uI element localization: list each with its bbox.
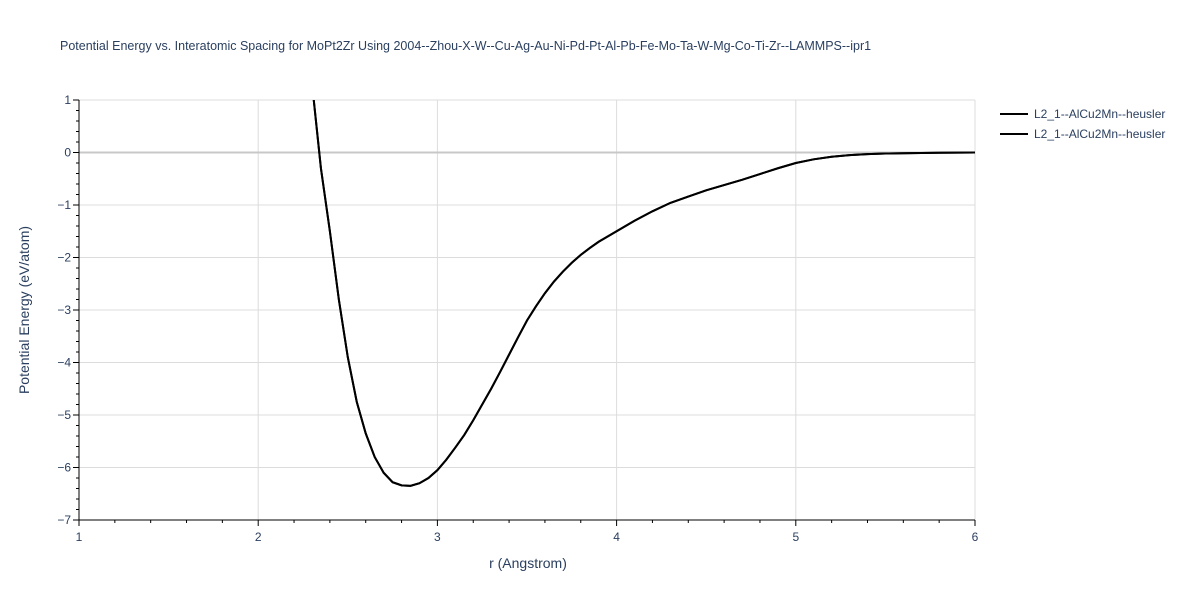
x-tick-label: 4: [613, 530, 620, 544]
y-tick-label: −3: [57, 303, 71, 317]
y-tick-label: −2: [57, 251, 71, 265]
legend-item[interactable]: L2_1--AlCu2Mn--heusler: [1000, 127, 1165, 141]
series-line-2: [312, 100, 975, 487]
series-lines: [312, 100, 975, 487]
x-tick-label: 6: [972, 530, 979, 544]
grid-lines: [79, 99, 976, 520]
y-axis-title: Potential Energy (eV/atom): [16, 226, 32, 394]
y-tick-label: −5: [57, 408, 71, 422]
y-tick-label: −1: [57, 198, 71, 212]
y-tick-label: −4: [57, 356, 71, 370]
y-tick-label: 0: [64, 146, 71, 160]
y-tick-labels: 1 0 −1 −2 −3 −4 −5 −6 −7: [57, 93, 71, 527]
x-axis-title: r (Angstrom): [489, 555, 567, 571]
legend-label: L2_1--AlCu2Mn--heusler: [1034, 107, 1165, 121]
x-tick-labels: 1 2 3 4 5 6: [76, 530, 979, 544]
x-tick-label: 2: [255, 530, 262, 544]
y-tick-label: −7: [57, 513, 71, 527]
x-tick-label: 5: [792, 530, 799, 544]
chart-title: Potential Energy vs. Interatomic Spacing…: [60, 39, 871, 53]
legend-item[interactable]: L2_1--AlCu2Mn--heusler: [1000, 107, 1165, 121]
series-line-1: [312, 100, 975, 487]
x-tick-label: 3: [434, 530, 441, 544]
legend[interactable]: L2_1--AlCu2Mn--heusler L2_1--AlCu2Mn--heu…: [1000, 107, 1165, 141]
x-tick-label: 1: [76, 530, 83, 544]
legend-label: L2_1--AlCu2Mn--heusler: [1034, 127, 1165, 141]
axes: [73, 99, 976, 526]
y-tick-label: 1: [64, 93, 71, 107]
y-tick-label: −6: [57, 461, 71, 475]
